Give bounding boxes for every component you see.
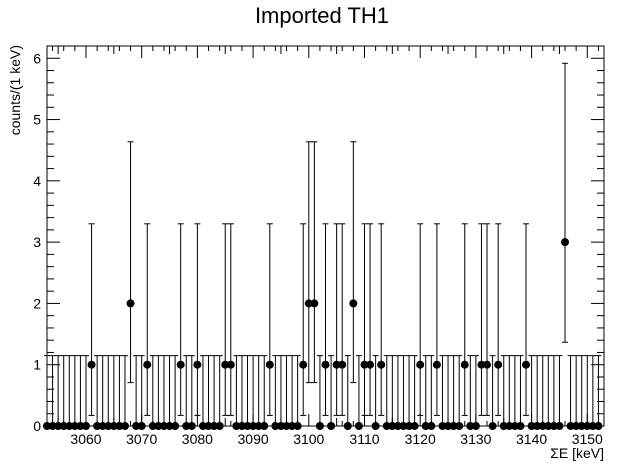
data-point (304, 299, 313, 308)
y-tick-label: 0 (33, 418, 41, 434)
data-point (360, 360, 369, 369)
data-point (65, 422, 74, 430)
data-point (120, 422, 129, 430)
y-axis-title: counts/(1 keV) (7, 45, 23, 135)
error-bars (44, 62, 602, 426)
data-point (410, 422, 419, 430)
x-tick-label: 3080 (182, 431, 213, 447)
data-point (477, 360, 486, 369)
data-point (455, 422, 464, 430)
x-tick-label: 3130 (460, 431, 491, 447)
x-tick-label: 3100 (293, 431, 324, 447)
data-point (338, 360, 347, 369)
data-point (87, 360, 96, 369)
x-tick-label: 3150 (572, 431, 603, 447)
data-point (221, 360, 230, 369)
data-point (421, 422, 430, 430)
x-tick-label: 3120 (405, 431, 436, 447)
data-point (76, 422, 85, 430)
y-tick-label: 6 (33, 50, 41, 66)
y-tick-label: 3 (33, 234, 41, 250)
data-point (232, 422, 241, 430)
data-point (561, 238, 570, 247)
data-point (510, 422, 519, 430)
data-point (226, 360, 235, 369)
data-point (332, 360, 341, 369)
data-point (354, 422, 363, 430)
chart-title: Imported TH1 (255, 3, 389, 28)
data-point (187, 422, 196, 430)
data-point (488, 422, 497, 430)
x-tick-label: 3140 (516, 431, 547, 447)
x-tick-label: 3070 (126, 431, 157, 447)
data-point (533, 422, 542, 430)
data-point (176, 360, 185, 369)
data-point (321, 360, 330, 369)
data-point (265, 360, 274, 369)
data-point (299, 360, 308, 369)
data-point (132, 422, 141, 430)
data-point (416, 360, 425, 369)
y-tick-label: 5 (33, 112, 41, 128)
data-point (349, 299, 358, 308)
y-tick-label: 4 (33, 173, 41, 189)
y-axis-ticks: 0 1 2 3 4 5 6 (33, 45, 604, 434)
data-point (399, 422, 408, 430)
data-point (254, 422, 263, 430)
data-point (288, 422, 297, 430)
x-tick-label: 3110 (349, 431, 379, 447)
data-point (522, 360, 531, 369)
plot-frame (46, 45, 605, 427)
data-point (483, 360, 492, 369)
x-axis-title: ΣE [keV] (550, 445, 604, 461)
x-axis-ticks: 3060 3070 3080 3090 3100 3110 3120 3130 3140 3150 (52, 46, 603, 447)
data-point (566, 422, 575, 430)
data-point (310, 299, 319, 308)
data-point (243, 422, 252, 430)
x-tick-label: 3060 (70, 431, 101, 447)
data-point (466, 422, 475, 430)
data-point (154, 422, 163, 430)
data-point (210, 422, 219, 430)
plot-frame-rect (46, 45, 605, 427)
data-points (43, 238, 603, 430)
data-point (377, 360, 386, 369)
data-point (126, 299, 135, 308)
data-point (98, 422, 107, 430)
x-tick-label: 3090 (238, 431, 269, 447)
data-point (460, 360, 469, 369)
data-point (193, 360, 202, 369)
data-point (143, 360, 152, 369)
y-tick-label: 1 (33, 357, 41, 373)
data-point (432, 360, 441, 369)
data-point (198, 422, 207, 430)
y-tick-label: 2 (33, 295, 41, 311)
data-point (366, 360, 375, 369)
data-point (544, 422, 553, 430)
data-point (577, 422, 586, 430)
data-point (343, 422, 352, 430)
data-point (494, 360, 503, 369)
